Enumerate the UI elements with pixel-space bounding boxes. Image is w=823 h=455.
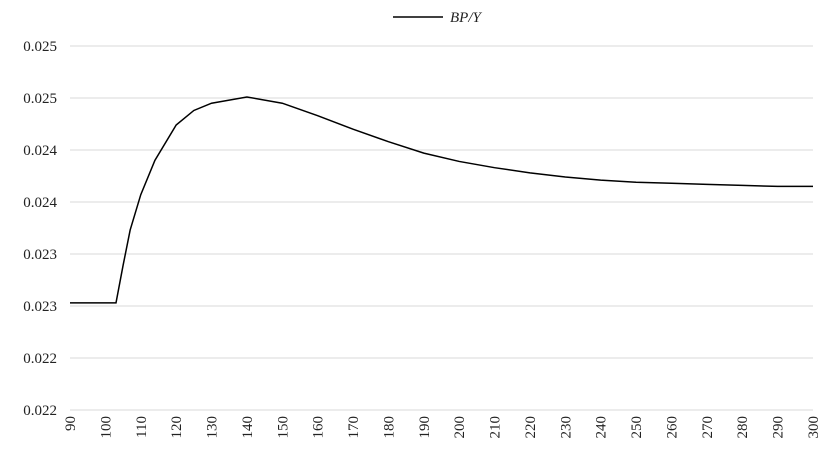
legend-label: BP/Y	[450, 10, 482, 26]
x-tick-label: 110	[134, 416, 150, 438]
y-tick-label: 0.025	[23, 91, 57, 107]
x-tick-label: 130	[205, 416, 221, 439]
x-tick-label: 190	[417, 416, 433, 439]
x-tick-label: 260	[664, 416, 680, 439]
y-tick-label: 0.022	[23, 403, 57, 419]
y-tick-label: 0.024	[23, 195, 57, 211]
x-tick-label: 300	[806, 416, 822, 439]
x-tick-label: 160	[311, 416, 327, 439]
y-tick-label: 0.022	[23, 351, 57, 367]
x-tick-label: 280	[735, 416, 751, 439]
y-tick-label: 0.023	[23, 247, 57, 263]
x-tick-label: 230	[558, 416, 574, 439]
x-tick-label: 140	[240, 416, 256, 439]
x-tick-label: 200	[452, 416, 468, 439]
x-tick-label: 120	[169, 416, 185, 439]
x-tick-label: 270	[700, 416, 716, 439]
y-tick-label: 0.024	[23, 143, 57, 159]
x-tick-label: 100	[98, 416, 114, 439]
x-tick-label: 210	[488, 416, 504, 439]
y-tick-label: 0.025	[23, 39, 57, 55]
x-tick-label: 170	[346, 416, 362, 439]
x-tick-label: 180	[381, 416, 397, 439]
y-tick-label: 0.023	[23, 299, 57, 315]
x-tick-label: 240	[594, 416, 610, 439]
x-tick-label: 220	[523, 416, 539, 439]
data-line	[70, 96, 813, 304]
x-tick-label: 150	[275, 416, 291, 439]
x-tick-label: 250	[629, 416, 645, 439]
x-tick-label: 290	[771, 416, 787, 439]
x-tick-label: 90	[63, 416, 79, 431]
